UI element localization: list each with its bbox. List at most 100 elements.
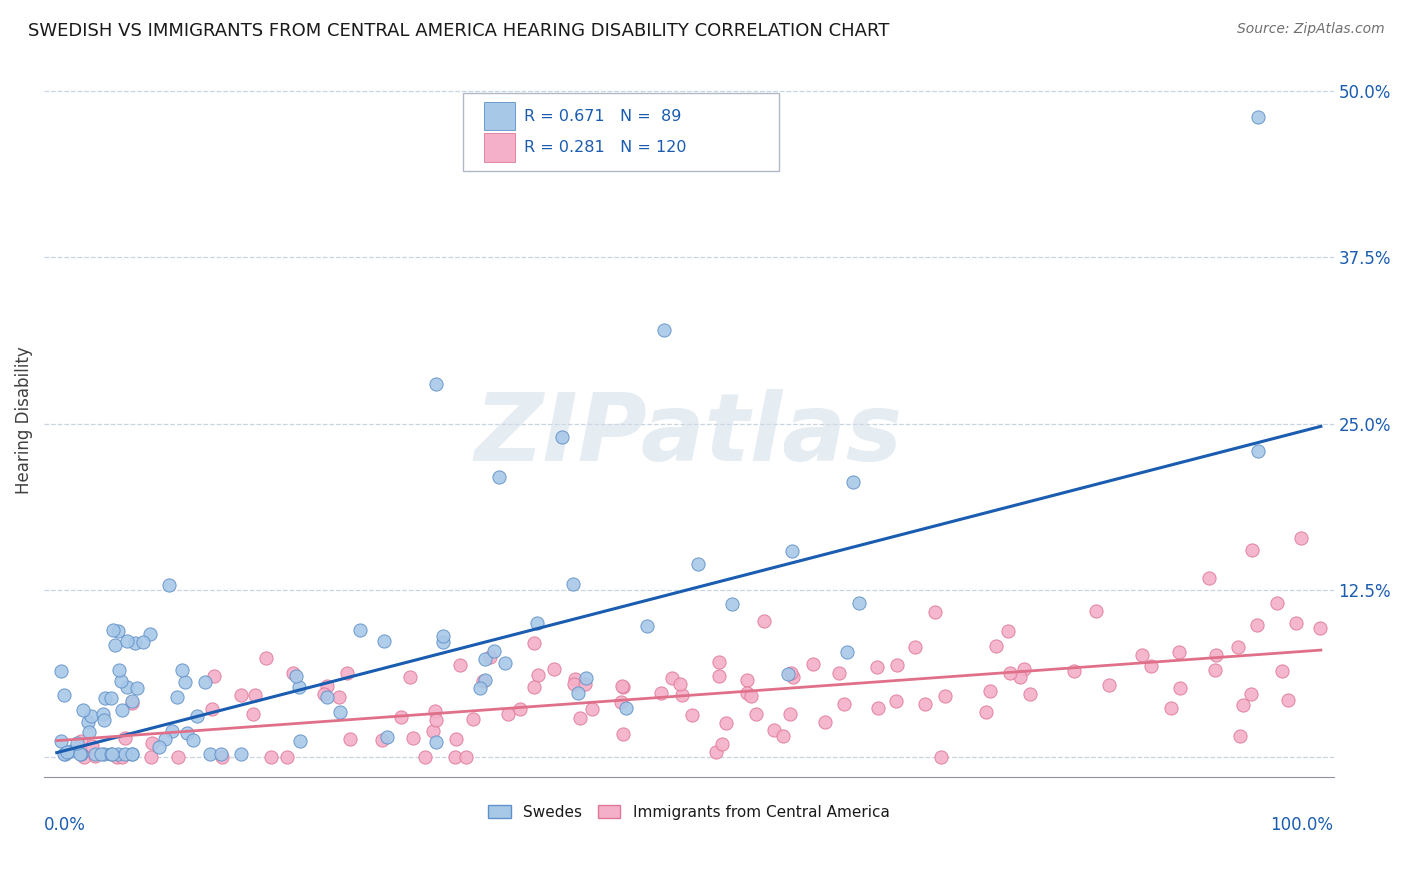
Point <box>1232 698 1254 713</box>
Point <box>737 673 759 687</box>
FancyBboxPatch shape <box>463 93 779 171</box>
Point <box>574 677 596 691</box>
Point <box>425 735 447 749</box>
Point <box>527 668 550 682</box>
Point <box>681 708 703 723</box>
Point <box>813 715 835 730</box>
Text: Source: ZipAtlas.com: Source: ZipAtlas.com <box>1237 22 1385 37</box>
Point <box>124 636 146 650</box>
Point <box>456 749 478 764</box>
Point <box>1285 616 1308 631</box>
Point <box>69 747 91 761</box>
Point <box>904 640 927 654</box>
Point <box>111 749 134 764</box>
Point <box>929 749 952 764</box>
Point <box>202 669 225 683</box>
Point <box>482 644 505 658</box>
Point <box>105 749 128 764</box>
Point <box>471 674 494 689</box>
Point <box>107 624 129 638</box>
Point <box>422 724 444 739</box>
Point <box>671 688 693 702</box>
Point <box>1160 701 1182 715</box>
Point <box>141 736 163 750</box>
Point <box>377 731 399 745</box>
Point <box>60 744 83 758</box>
Point <box>707 669 730 683</box>
Point <box>314 687 336 701</box>
Point <box>1170 681 1192 696</box>
Point <box>371 732 394 747</box>
Point <box>668 677 690 691</box>
Text: R = 0.281   N = 120: R = 0.281 N = 120 <box>524 140 686 155</box>
Point <box>413 749 436 764</box>
Point <box>934 689 956 703</box>
Point <box>772 729 794 743</box>
Point <box>73 749 96 764</box>
Point <box>90 747 112 761</box>
Point <box>488 470 510 484</box>
Point <box>79 725 101 739</box>
Point <box>432 629 454 643</box>
Point <box>209 747 232 761</box>
Point <box>778 667 800 681</box>
Point <box>339 731 361 746</box>
Point <box>432 635 454 649</box>
Point <box>575 671 598 685</box>
FancyBboxPatch shape <box>484 102 515 130</box>
Point <box>93 747 115 761</box>
Point <box>110 674 132 689</box>
Point <box>720 597 742 611</box>
Point <box>52 688 75 702</box>
Point <box>186 709 208 723</box>
Point <box>494 656 516 670</box>
Point <box>243 688 266 702</box>
Point <box>523 636 546 650</box>
Point <box>1168 645 1191 659</box>
Point <box>83 747 105 761</box>
Point <box>316 690 339 704</box>
Point <box>349 623 371 637</box>
Point <box>711 738 734 752</box>
Point <box>77 714 100 729</box>
Point <box>1008 670 1031 684</box>
Point <box>848 596 870 610</box>
Point <box>562 677 585 691</box>
Point <box>884 694 907 708</box>
Point <box>1018 687 1040 701</box>
Y-axis label: Hearing Disability: Hearing Disability <box>15 346 32 494</box>
Point <box>211 749 233 764</box>
Point <box>231 688 253 702</box>
Point <box>121 694 143 708</box>
Point <box>91 707 114 722</box>
Point <box>924 605 946 619</box>
Point <box>70 734 93 748</box>
Point <box>974 705 997 719</box>
Point <box>100 747 122 761</box>
Point <box>288 734 311 748</box>
Point <box>329 706 352 720</box>
Point <box>526 615 548 630</box>
Point <box>1132 648 1154 662</box>
Point <box>138 627 160 641</box>
Point <box>686 557 709 571</box>
Point <box>1277 692 1299 706</box>
Point <box>551 430 574 444</box>
Point <box>496 706 519 721</box>
Point <box>782 670 804 684</box>
Point <box>1309 621 1331 635</box>
Point <box>1246 443 1268 458</box>
Point <box>80 709 103 723</box>
Point <box>474 652 496 666</box>
Point <box>997 624 1019 638</box>
Point <box>121 747 143 761</box>
Text: R = 0.671   N =  89: R = 0.671 N = 89 <box>524 109 681 124</box>
Point <box>479 650 502 665</box>
Point <box>704 746 727 760</box>
Point <box>832 697 855 711</box>
Point <box>336 665 359 680</box>
Point <box>562 577 585 591</box>
Point <box>509 702 531 716</box>
Point <box>652 323 675 337</box>
Point <box>132 635 155 649</box>
